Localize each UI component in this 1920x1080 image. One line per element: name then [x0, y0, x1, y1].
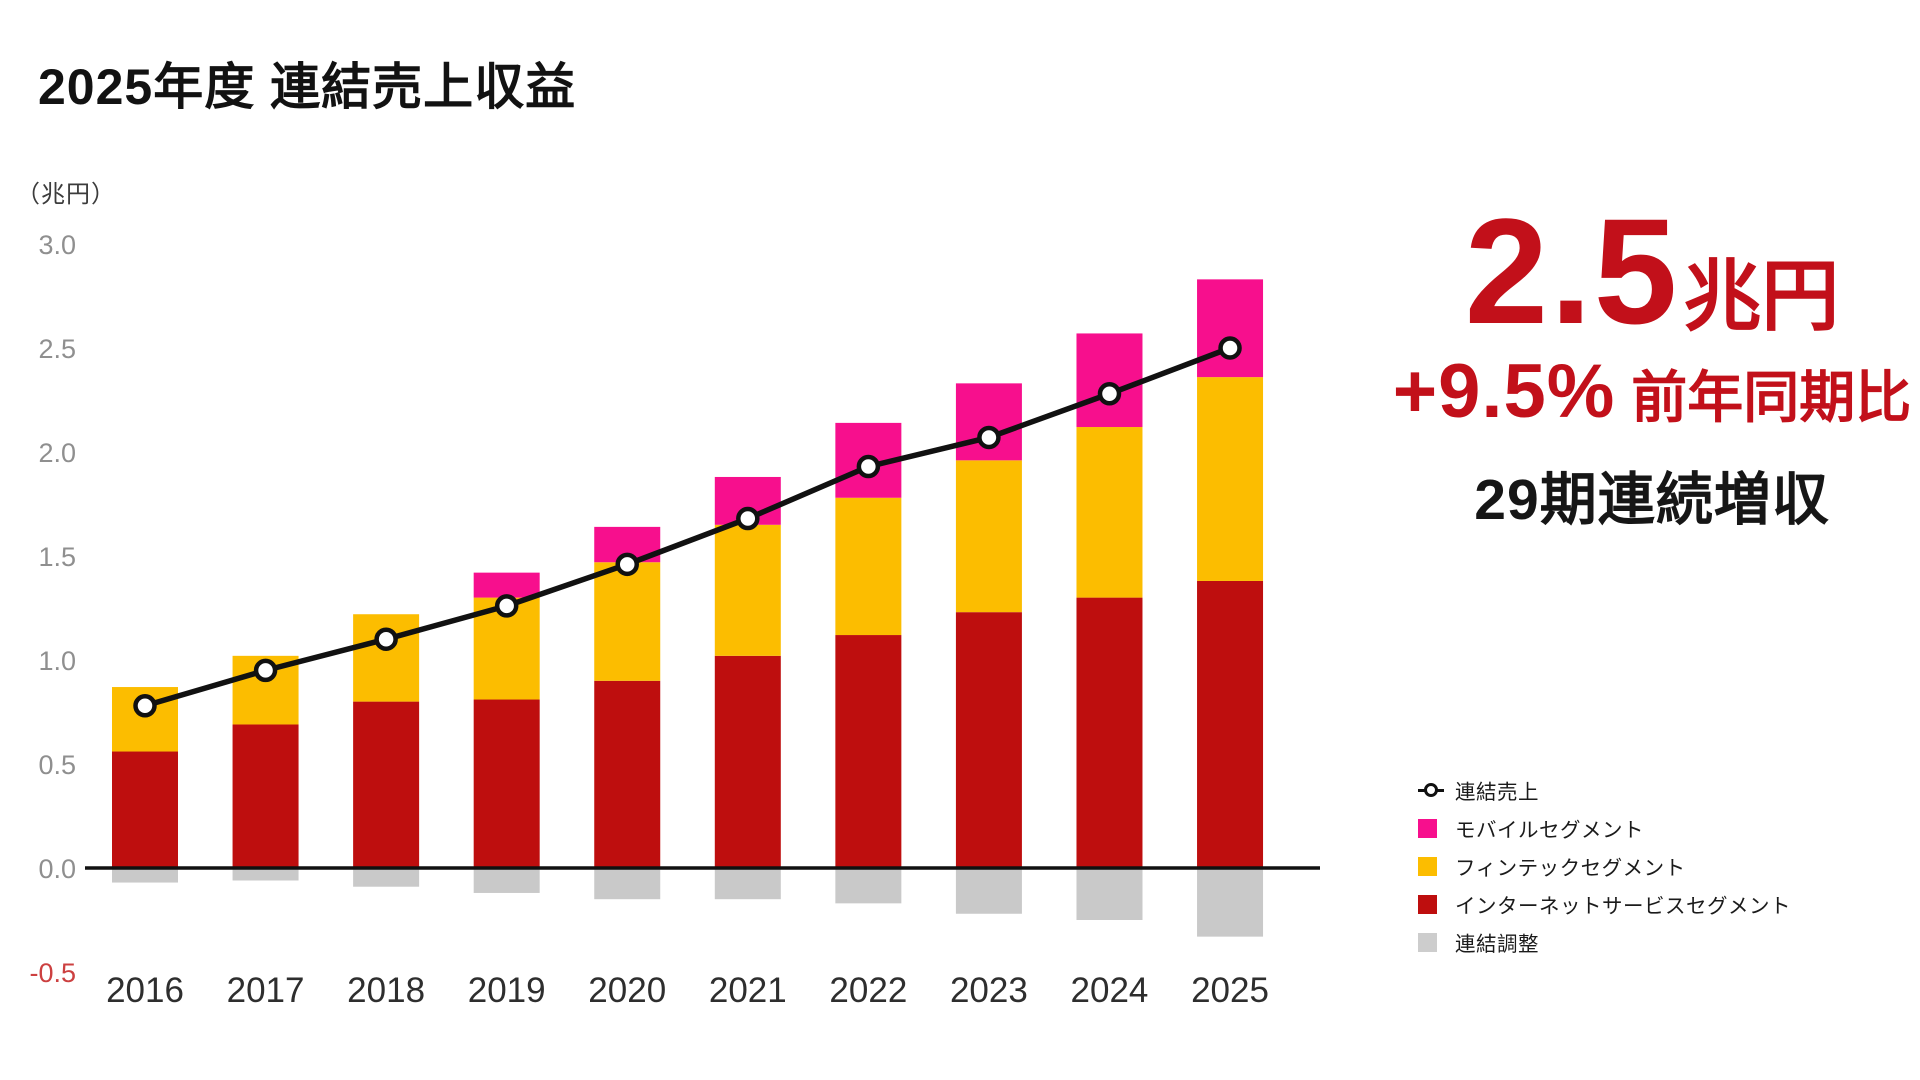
bar-segment-adjustment-2023	[955, 868, 1022, 914]
legend-item: 連結調整	[1418, 923, 1791, 961]
yoy-growth-value: +9.5%	[1392, 349, 1616, 434]
consolidated-revenue-line	[142, 345, 1233, 709]
consolidated-revenue-marker-2023	[977, 425, 1001, 450]
consolidated-revenue-line-marker-icon	[1418, 782, 1444, 797]
yoy-growth: +9.5% 前年同期比	[1390, 354, 1914, 430]
x-axis-year-label: 2025	[1191, 971, 1269, 1010]
consolidated-revenue-marker-2021	[736, 506, 760, 531]
bar-segment-internet-2019	[473, 699, 540, 868]
bar-segment-internet-2023	[955, 612, 1022, 868]
revenue-stacked-bar-chart: 3.0 2.5 2.0 1.5 1.0 0.5 0.0 -0.5 2016 2017 2018 201…	[29, 230, 1320, 1010]
yoy-growth-label: 前年同期比	[1631, 366, 1912, 429]
legend-item: インターネットサービスセグメント	[1418, 885, 1791, 923]
fintech-segment-swatch-icon	[1418, 856, 1444, 876]
bar-segment-fintech-2025	[1197, 377, 1264, 581]
consolidated-revenue-marker-2020	[615, 552, 639, 577]
bar-segment-fintech-2018	[353, 614, 420, 702]
legend-item: フィンテックセグメント	[1418, 847, 1791, 885]
y-axis-tick-label: 0.0	[38, 854, 76, 884]
bar-segment-internet-2025	[1197, 580, 1264, 868]
bar-segment-fintech-2022	[835, 497, 902, 636]
bar-segment-adjustment-2022	[835, 868, 902, 904]
legend-label: 連結調整	[1455, 933, 1539, 956]
streak-note: 29期連続増収	[1390, 472, 1914, 529]
legend-item: モバイルセグメント	[1418, 809, 1791, 847]
bar-segment-internet-2022	[835, 635, 902, 868]
bar-segment-fintech-2023	[955, 460, 1022, 613]
bar-segment-fintech-2024	[1076, 427, 1143, 598]
consolidated-revenue-marker-2025	[1218, 336, 1242, 360]
bar-segment-adjustment-2017	[232, 868, 299, 881]
consolidated-revenue-marker-2019	[494, 594, 519, 618]
y-axis-tick-label: 1.0	[38, 646, 76, 676]
bar-segment-fintech-2021	[714, 524, 781, 656]
bar-segment-internet-2016	[112, 751, 178, 868]
x-axis-year-label: 2018	[347, 971, 425, 1010]
legend-label: モバイルセグメント	[1455, 819, 1644, 842]
x-axis-year-label: 2016	[106, 971, 184, 1010]
legend-label: インターネットサービスセグメント	[1455, 895, 1791, 918]
bar-segment-fintech-2020	[594, 562, 661, 681]
bar-segment-adjustment-2025	[1197, 868, 1264, 937]
y-axis-unit-label: （兆円）	[16, 181, 116, 208]
x-axis-year-label: 2020	[588, 971, 666, 1010]
x-axis-year-label: 2023	[950, 971, 1028, 1010]
y-axis-tick-label: 2.5	[38, 334, 76, 364]
mobile-segment-swatch-icon	[1418, 818, 1444, 838]
adjustment-swatch-icon	[1418, 932, 1444, 952]
bar-segment-internet-2020	[594, 680, 661, 868]
bar-segment-internet-2017	[232, 724, 299, 868]
x-axis-year-label: 2021	[709, 971, 787, 1010]
x-axis-year-label: 2024	[1071, 971, 1149, 1010]
y-axis-tick-label: 2.0	[38, 438, 76, 468]
bar-segment-mobile-2019	[473, 572, 540, 598]
y-axis-tick-label: -0.5	[29, 958, 76, 988]
bar-segment-adjustment-2020	[594, 868, 661, 900]
legend-item: 連結売上	[1418, 771, 1791, 809]
bar-segment-internet-2021	[714, 655, 781, 868]
consolidated-revenue-marker-2017	[253, 658, 278, 683]
bar-segment-internet-2018	[353, 701, 420, 868]
consolidated-revenue-marker-2018	[374, 627, 398, 651]
bar-segment-internet-2024	[1076, 597, 1143, 868]
headline-revenue: 2.5兆円	[1390, 196, 1914, 346]
streak-note-text: 29期連続増収	[1474, 468, 1830, 532]
headline-revenue-unit: 兆円	[1683, 252, 1840, 340]
bar-segment-adjustment-2016	[112, 868, 178, 883]
bar-segment-adjustment-2024	[1076, 868, 1143, 920]
slide-title: 2025年度 連結売上収益	[38, 59, 577, 115]
consolidated-revenue-marker-2016	[133, 694, 157, 718]
x-axis-year-label: 2017	[227, 971, 305, 1010]
bar-segment-adjustment-2019	[473, 868, 540, 893]
bar-segment-adjustment-2021	[714, 868, 781, 900]
consolidated-revenue-marker-2024	[1097, 382, 1122, 406]
bar-segment-mobile-2025	[1197, 279, 1264, 378]
legend-label: 連結売上	[1455, 781, 1539, 804]
legend-label: フィンテックセグメント	[1455, 857, 1686, 880]
consolidated-revenue-marker-2022	[856, 454, 881, 479]
y-axis-tick-label: 0.5	[38, 750, 76, 780]
y-axis-tick-label: 3.0	[38, 230, 76, 260]
y-axis-tick-label: 1.5	[38, 542, 76, 572]
headline-revenue-value: 2.5	[1464, 187, 1680, 355]
chart-legend: 連結売上モバイルセグメントフィンテックセグメントインターネットサービスセグメント…	[1418, 771, 1791, 961]
x-axis-year-label: 2022	[829, 971, 907, 1010]
bar-segment-mobile-2024	[1076, 333, 1143, 428]
x-axis-year-label: 2019	[468, 971, 546, 1010]
internet-segment-swatch-icon	[1418, 894, 1444, 914]
bar-segment-adjustment-2018	[353, 868, 420, 887]
